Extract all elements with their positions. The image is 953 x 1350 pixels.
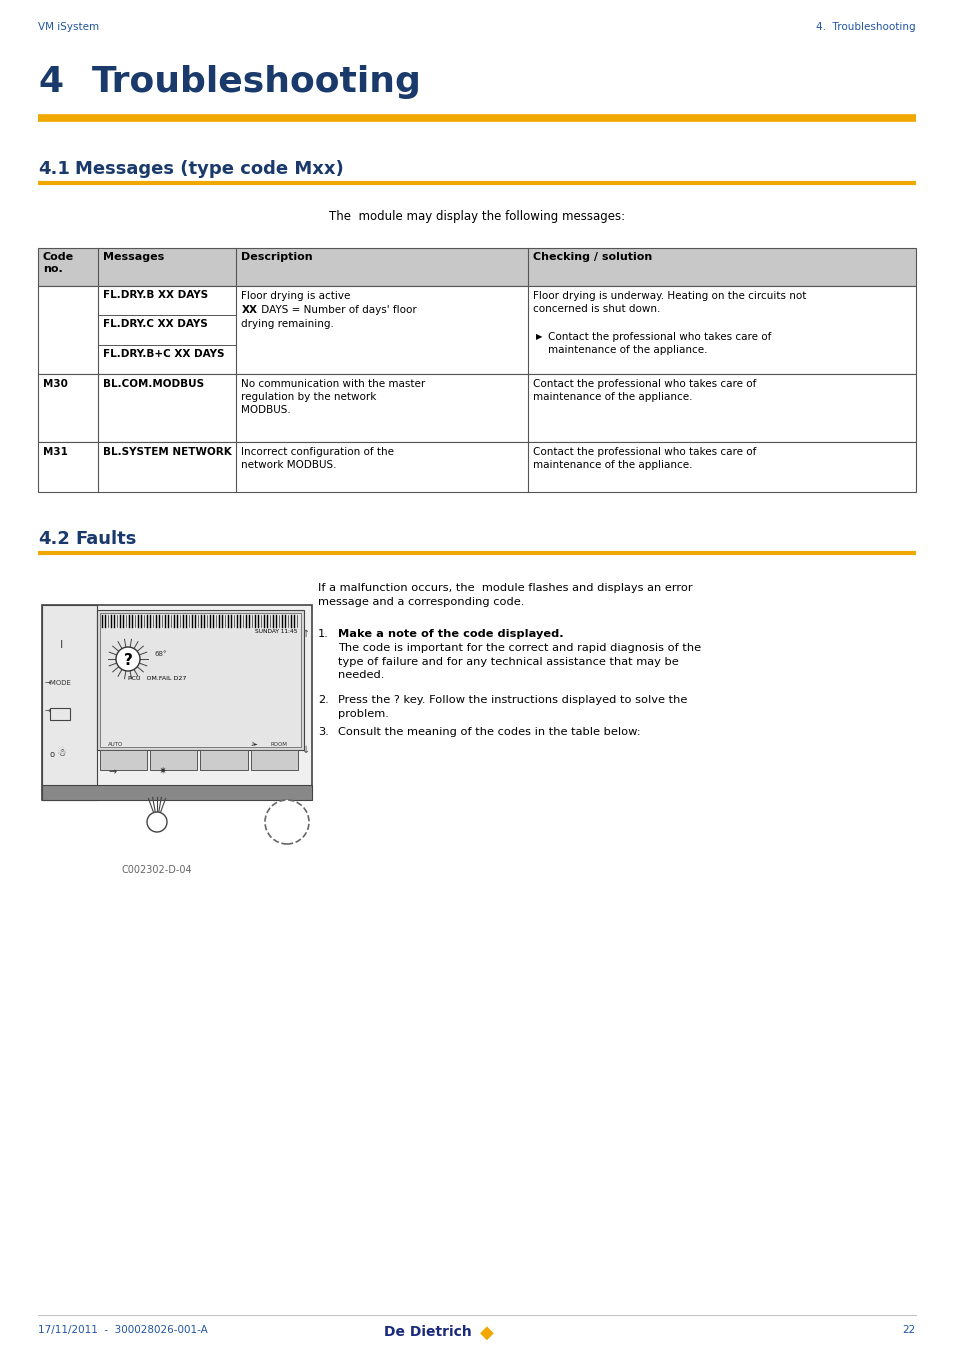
Text: drying remaining.: drying remaining. [241,319,334,329]
Text: o: o [50,751,55,759]
Text: Floor drying is underway. Heating on the circuits not
concerned is shut down.: Floor drying is underway. Heating on the… [533,292,805,315]
Text: If a malfunction occurs, the  module flashes and displays an error
message and a: If a malfunction occurs, the module flas… [317,583,692,608]
Text: ?: ? [124,653,132,668]
Text: ↓: ↓ [301,745,310,755]
Bar [42,605,312,801]
Text: 4.2: 4.2 [38,531,70,548]
Text: Press the ? key. Follow the instructions displayed to solve the
problem.: Press the ? key. Follow the instructions… [337,695,687,718]
Text: →MODE: →MODE [45,680,71,686]
Bar [42,605,97,801]
Text: Description: Description [241,252,313,262]
Bar [38,286,915,374]
Text: Contact the professional who takes care of
maintenance of the appliance.: Contact the professional who takes care … [547,332,770,355]
Text: BL.SYSTEM NETWORK: BL.SYSTEM NETWORK [103,447,232,458]
Text: PCU   OM.FAIL D27: PCU OM.FAIL D27 [128,676,186,680]
Text: 3.: 3. [317,728,329,737]
Bar [38,248,915,286]
Text: The  module may display the following messages:: The module may display the following mes… [329,211,624,223]
Bar [251,751,297,769]
Bar [150,751,197,769]
Text: FL.DRY.B XX DAYS: FL.DRY.B XX DAYS [103,290,208,300]
Bar [38,441,915,491]
Text: AUTO: AUTO [108,743,123,747]
Bar [100,613,301,747]
Text: ✷: ✷ [159,765,167,776]
Bar [38,374,915,441]
Text: →: → [45,709,51,716]
Text: 1.: 1. [317,629,329,639]
Text: Incorrect configuration of the
network MODBUS.: Incorrect configuration of the network M… [241,447,394,470]
Text: The code is important for the correct and rapid diagnosis of the
type of failure: The code is important for the correct an… [337,643,700,680]
Text: VM iSystem: VM iSystem [38,22,99,32]
Bar [200,751,248,769]
Text: Make a note of the code displayed.: Make a note of the code displayed. [337,629,563,639]
Text: Code
no.: Code no. [43,252,74,274]
Bar [42,784,312,801]
Text: Floor drying is active: Floor drying is active [241,292,351,301]
Text: ↑: ↑ [301,629,310,639]
Text: C002302-D-04: C002302-D-04 [122,865,193,875]
Circle shape [265,801,309,844]
Text: →: → [109,767,117,778]
Text: Troubleshooting: Troubleshooting [91,65,421,99]
Text: 22: 22 [902,1324,915,1335]
Text: 2.: 2. [317,695,329,705]
Text: BL.COM.MODBUS: BL.COM.MODBUS [103,379,204,389]
Text: No communication with the master
regulation by the network
MODBUS.: No communication with the master regulat… [241,379,425,416]
Text: M30: M30 [43,379,68,389]
Text: Messages: Messages [103,252,164,262]
Text: M31: M31 [43,447,68,458]
Text: 4.  Troubleshooting: 4. Troubleshooting [816,22,915,32]
Text: 4.1: 4.1 [38,161,70,178]
Text: ♪►: ♪► [251,743,258,747]
Text: Checking / solution: Checking / solution [533,252,652,262]
Text: 68°: 68° [154,651,168,657]
Text: DAYS = Number of days' floor: DAYS = Number of days' floor [258,305,416,315]
Text: ☃: ☃ [56,748,66,757]
Text: Contact the professional who takes care of
maintenance of the appliance.: Contact the professional who takes care … [533,379,756,402]
Text: XX: XX [241,305,257,315]
Text: ◆: ◆ [479,1324,494,1342]
Text: ▶: ▶ [536,332,542,342]
Bar [97,610,304,751]
Text: ROOM: ROOM [271,743,288,747]
Text: Messages (type code Mxx): Messages (type code Mxx) [75,161,343,178]
Text: Consult the meaning of the codes in the table below:: Consult the meaning of the codes in the … [337,728,640,737]
Text: FL.DRY.C XX DAYS: FL.DRY.C XX DAYS [103,320,207,329]
Circle shape [147,811,167,832]
Text: FL.DRY.B+C XX DAYS: FL.DRY.B+C XX DAYS [103,348,224,359]
Text: De Dietrich: De Dietrich [384,1324,472,1339]
Circle shape [116,647,140,671]
Bar [50,707,70,720]
Text: 17/11/2011  -  300028026-001-A: 17/11/2011 - 300028026-001-A [38,1324,208,1335]
Text: 4: 4 [38,65,63,99]
Text: Contact the professional who takes care of
maintenance of the appliance.: Contact the professional who takes care … [533,447,756,470]
Bar [100,751,147,769]
Text: SUNDAY 11:45: SUNDAY 11:45 [255,629,297,634]
Text: Faults: Faults [75,531,136,548]
Text: I: I [60,640,64,649]
